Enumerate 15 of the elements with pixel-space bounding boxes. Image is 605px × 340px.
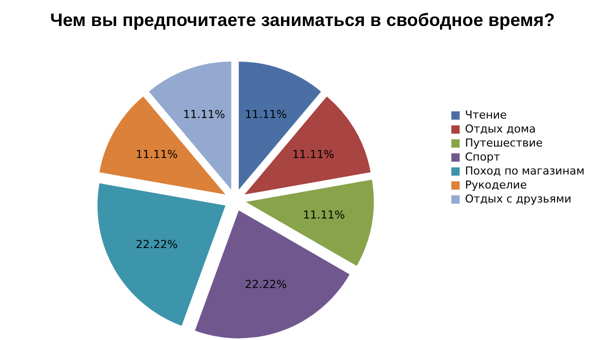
legend-label: Чтение	[465, 108, 508, 122]
legend-label: Отдых дома	[465, 122, 536, 136]
data-label: 11.11%	[136, 148, 178, 161]
data-label: 11.11%	[183, 108, 226, 122]
legend-label: Отдых с друзьями	[465, 192, 572, 206]
legend-label: Рукоделие	[465, 178, 528, 192]
data-label: 11.11%	[303, 208, 345, 222]
data-label: 11.11%	[244, 108, 287, 122]
data-label: 22.22%	[244, 278, 287, 291]
chart-title: Чем вы предпочитаете заниматься в свободное время?	[50, 10, 555, 30]
data-label: 11.11%	[292, 148, 334, 161]
data-label: 22.22%	[136, 238, 178, 252]
legend-label: Путешествие	[465, 136, 543, 150]
legend-label: Спорт	[465, 150, 501, 164]
legend-label: Поход по магазинам	[465, 164, 585, 178]
